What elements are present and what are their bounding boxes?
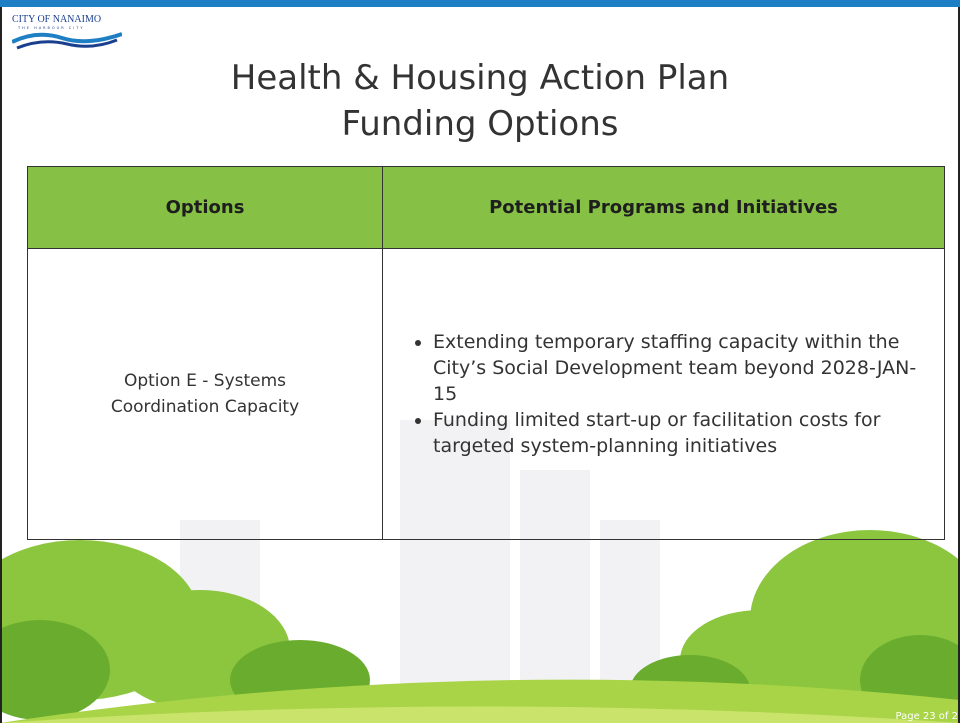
table: Options Potential Programs and Initiativ… [27,166,945,540]
logo-tagline: THE HARBOUR CITY [18,26,85,30]
bullet: Extending temporary staffing capacity wi… [433,329,934,407]
table-cell: Extending temporary staffing capacity wi… [383,249,944,539]
bullet: Funding limited start-up or facilitation… [433,407,934,459]
title: Funding Options [341,104,619,144]
header-cell: Potential Programs and Initiatives [383,167,944,249]
page-number: Page 23 of 2 [895,711,958,722]
title: Health & Housing Action Plan [230,58,730,98]
bullet-list: Extending temporary staffing capacity wi… [383,329,944,459]
cell-text: Option E - Systems Coordination Capacity [110,371,300,417]
logo-name: CITY OF NANAIMO [12,14,102,25]
top-bar [0,0,960,7]
table-cell: Option E - Systems Coordination Capacity [28,249,383,539]
logo-waves [12,32,122,50]
border [0,7,2,723]
border [958,7,960,723]
header-cell: Options [28,167,383,249]
